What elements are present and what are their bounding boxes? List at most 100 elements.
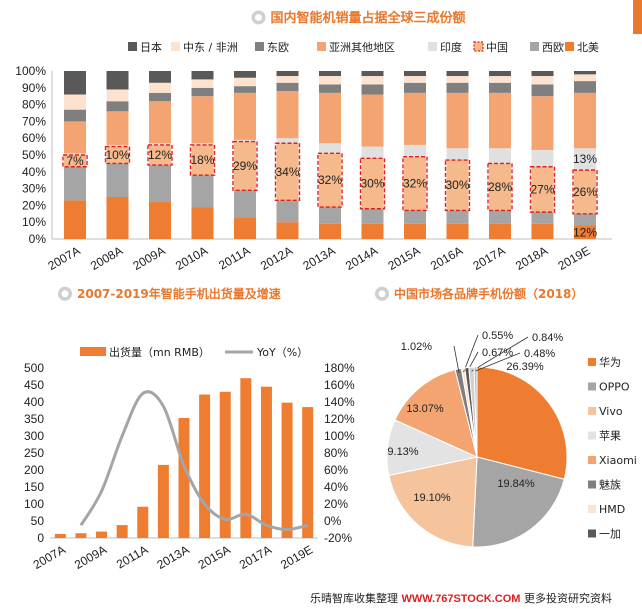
shipment-bar	[54, 533, 66, 538]
china-highlight	[359, 157, 386, 210]
bar-segment	[531, 76, 554, 85]
y-left-tick-label: 100	[24, 497, 44, 511]
pie-slice	[388, 456, 478, 548]
bar-segment	[574, 170, 596, 214]
bar-segment	[319, 143, 341, 154]
bar-segment	[276, 71, 299, 77]
pie-slice	[473, 366, 478, 458]
india-share-label: 13%	[573, 152, 597, 166]
y-tick-label: 30%	[22, 182, 46, 196]
bar-segment	[446, 160, 469, 211]
bar-segment	[531, 223, 554, 239]
x-tick-label: 2009A	[72, 542, 109, 571]
legend-label: 中东 / 非洲	[183, 41, 238, 54]
shipment-bar	[116, 525, 128, 538]
bar-segment	[404, 92, 426, 145]
x-tick-label: 2017A	[237, 542, 274, 571]
bar-segment	[319, 76, 341, 85]
legend-swatch	[80, 347, 106, 356]
bar-segment	[361, 146, 384, 159]
legend-label: 苹果	[599, 429, 621, 443]
bar-segment	[574, 71, 596, 75]
x-tick-label: 2011A	[114, 542, 150, 571]
y-tick-label: 10%	[22, 215, 46, 229]
x-tick-label: 2015A	[196, 542, 233, 571]
pie-slice-label: 13.07%	[406, 403, 444, 415]
legend-swatch	[588, 529, 596, 538]
legend-swatch	[588, 431, 596, 440]
legend-label: 西欧	[542, 41, 564, 54]
pie-slice	[472, 456, 565, 548]
y-right-tick-label: 40%	[324, 480, 348, 494]
y-right-tick-label: 20%	[324, 497, 348, 511]
bar-segment	[446, 223, 469, 239]
pie-slice-label: 0.48%	[524, 348, 555, 360]
bar-segment	[234, 77, 256, 87]
title-bullet-icon-inner	[61, 290, 69, 298]
shipment-bar	[157, 464, 169, 538]
china-highlight	[444, 159, 471, 212]
y-tick-label: 100%	[15, 64, 46, 78]
china-highlight	[487, 162, 513, 212]
bar-segment	[106, 111, 129, 145]
bar-segment	[574, 225, 596, 239]
y-right-tick-label: 180%	[324, 361, 355, 375]
bar-segment	[404, 223, 426, 239]
bar-segment	[64, 166, 86, 201]
bar-segment	[489, 163, 511, 211]
footer-url[interactable]: WWW.767STOCK.COM	[401, 593, 521, 605]
y-left-tick-label: 250	[24, 446, 44, 460]
bar-segment	[191, 71, 214, 80]
bar-segment	[404, 82, 426, 93]
y-tick-label: 50%	[22, 148, 46, 162]
legend-label: 印度	[440, 40, 462, 54]
x-tick-label: 2008A	[88, 243, 125, 272]
bar-segment	[446, 82, 469, 93]
bar-segment	[191, 143, 214, 145]
legend-swatch	[473, 41, 484, 52]
china-share-label: 32%	[403, 177, 427, 191]
y-right-tick-label: 140%	[324, 395, 355, 409]
title-bullet-icon-inner	[378, 290, 386, 298]
bar-segment	[319, 153, 341, 208]
china-share-label: 32%	[318, 173, 342, 187]
bar-segment	[574, 213, 596, 226]
legend-swatch	[588, 358, 596, 366]
y-left-tick-label: 350	[24, 412, 44, 426]
pie-leader-line	[463, 334, 479, 373]
y-right-tick-label: 100%	[324, 429, 355, 443]
china-share-label: 12%	[148, 148, 172, 162]
north-america-share-label: 12%	[573, 225, 597, 239]
bar-segment	[404, 210, 426, 224]
bar-segment	[234, 86, 256, 93]
china-highlight	[104, 145, 131, 165]
bar-segment	[234, 71, 256, 78]
china-share-label: 30%	[445, 178, 469, 192]
legend-swatch	[588, 505, 596, 513]
legend-label: 中国	[486, 41, 508, 54]
bar-segment	[489, 223, 511, 239]
bar-segment	[574, 92, 596, 149]
bar-segment	[191, 207, 214, 239]
legend-swatch	[428, 42, 437, 51]
y-left-tick-label: 400	[24, 395, 44, 409]
china-share-label: 34%	[275, 165, 299, 179]
bar-segment	[149, 165, 171, 203]
x-tick-label: 2014A	[343, 243, 380, 272]
y-tick-label: 70%	[22, 114, 46, 128]
y-right-tick-label: 120%	[324, 412, 355, 426]
bar-segment	[106, 101, 129, 112]
pie-slice	[394, 369, 478, 458]
bar-segment	[64, 153, 86, 155]
shipment-bar	[137, 506, 149, 538]
pie-slice-label: 19.10%	[413, 492, 451, 504]
pie-leader-line	[475, 352, 521, 372]
bar-segment	[574, 74, 596, 82]
x-tick-label: 2013A	[300, 243, 337, 272]
bar-segment	[446, 148, 469, 161]
y-left-tick-label: 0	[37, 531, 44, 545]
x-tick-label: 2012A	[258, 243, 295, 272]
shipment-bar	[178, 417, 190, 538]
bar-segment	[489, 148, 511, 164]
